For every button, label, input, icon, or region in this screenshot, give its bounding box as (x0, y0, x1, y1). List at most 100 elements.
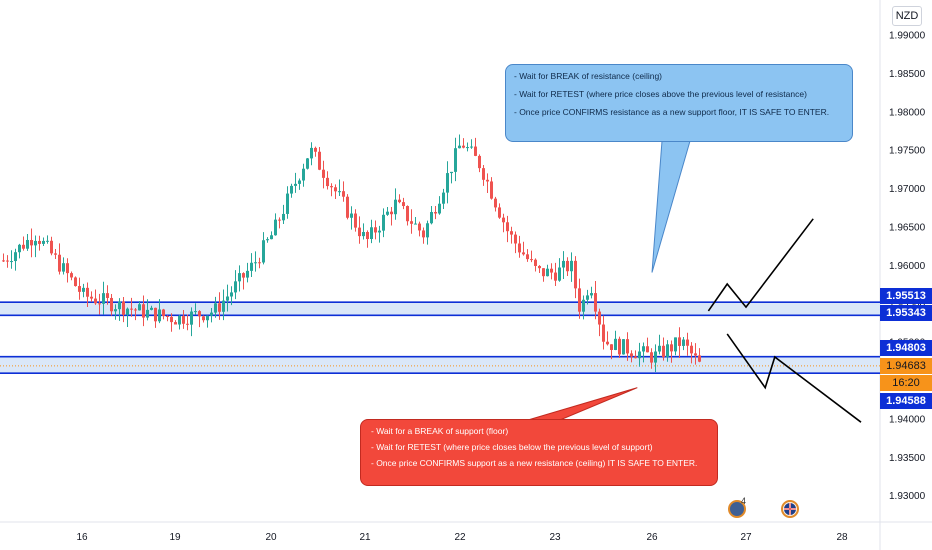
candle-down (242, 273, 245, 278)
support-zone (0, 356, 880, 374)
x-tick-label: 23 (549, 532, 561, 543)
y-tick-label: 1.97000 (889, 184, 926, 195)
candle-up (226, 296, 229, 301)
candle-up (222, 300, 225, 312)
candle-down (22, 244, 25, 249)
candle-up (246, 270, 249, 278)
candle-down (678, 337, 681, 346)
candle-down (354, 213, 357, 228)
candle-up (274, 219, 277, 236)
price-tag-current: 1.94683 (880, 358, 932, 374)
candle-up (586, 295, 589, 300)
candle-down (566, 260, 569, 272)
candle-down (510, 231, 513, 235)
candle-up (438, 203, 441, 214)
candle-down (690, 345, 693, 354)
candle-up (394, 199, 397, 215)
candle-down (314, 147, 317, 152)
candle-down (374, 227, 377, 233)
candle-down (618, 338, 621, 355)
candle-down (574, 260, 577, 289)
candle-up (338, 191, 341, 193)
candle-up (302, 168, 305, 181)
candle-up (234, 281, 237, 293)
y-tick-label: 1.94000 (889, 414, 926, 425)
candle-up (118, 301, 121, 310)
candle-down (94, 298, 97, 304)
candle-up (266, 239, 269, 241)
candle-down (698, 355, 701, 362)
candle-down (406, 206, 409, 222)
candle-down (30, 239, 33, 246)
candle-up (18, 244, 21, 253)
candle-down (202, 316, 205, 321)
candle-down (38, 240, 41, 244)
candle-down (598, 311, 601, 325)
y-tick-label: 1.99000 (889, 31, 926, 42)
candle-up (446, 173, 449, 193)
candle-down (66, 263, 69, 274)
candle-down (518, 243, 521, 253)
candle-down (6, 260, 9, 262)
candle-down (142, 304, 145, 318)
candle-down (130, 308, 133, 310)
candle-down (278, 219, 281, 221)
candle-down (122, 301, 125, 315)
candle-down (686, 339, 689, 346)
candle-up (450, 171, 453, 174)
resistance-callout[interactable]: - Wait for BREAK of resistance (ceiling)… (505, 64, 853, 142)
candle-up (590, 293, 593, 296)
support-callout[interactable]: - Wait for a BREAK of support (floor) - … (360, 419, 718, 486)
candle-up (382, 214, 385, 231)
currency-badge[interactable]: NZD (892, 6, 922, 26)
candle-down (694, 353, 697, 356)
candle-up (658, 345, 661, 352)
candle-down (670, 344, 673, 352)
candle-down (626, 339, 629, 354)
uk-flag-event-icon[interactable] (781, 500, 799, 518)
candle-up (386, 211, 389, 215)
candle-down (170, 316, 173, 323)
candle-down (74, 277, 77, 287)
candle-up (558, 267, 561, 281)
y-tick-label: 1.93000 (889, 491, 926, 502)
candle-down (486, 179, 489, 182)
candle-down (474, 146, 477, 156)
candle-down (2, 260, 5, 262)
candle-down (534, 259, 537, 266)
candle-down (322, 169, 325, 178)
candle-down (482, 168, 485, 180)
candle-up (294, 183, 297, 186)
candle-down (154, 307, 157, 322)
candle-down (434, 212, 437, 214)
candle-up (674, 337, 677, 352)
candles (2, 134, 701, 373)
economic-event-icon[interactable] (728, 500, 746, 518)
x-tick-label: 19 (169, 532, 181, 543)
price-tag-zone-top-lower: 1.95343 (880, 305, 932, 321)
candle-down (606, 341, 609, 345)
candle-down (258, 262, 261, 264)
y-tick-label: 1.97500 (889, 146, 926, 157)
candle-up (190, 311, 193, 325)
candle-down (498, 207, 501, 218)
candle-down (342, 191, 345, 197)
candle-down (506, 222, 509, 232)
projection-paths (707, 218, 862, 423)
support-callout-line: - Once price CONFIRMS support as a new r… (371, 458, 698, 468)
candle-up (14, 252, 17, 262)
candle-down (106, 293, 109, 298)
candle-down (530, 259, 533, 261)
candle-up (194, 311, 197, 313)
candle-up (546, 268, 549, 277)
candle-up (254, 262, 257, 264)
candle-down (186, 323, 189, 325)
candle-up (290, 185, 293, 194)
candle-up (262, 240, 265, 263)
candle-up (82, 287, 85, 292)
price-axis: 1.930001.935001.940001.945001.950001.955… (889, 31, 926, 503)
candle-up (206, 315, 209, 321)
candle-down (390, 211, 393, 215)
